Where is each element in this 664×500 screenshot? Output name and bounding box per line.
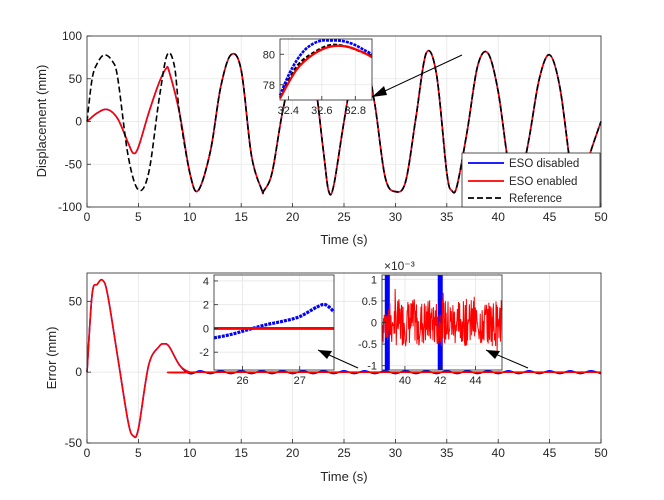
inset-xtick-label: 32.6 xyxy=(311,105,332,117)
displacement-inset: 32.4 32.6 32.8 78 80 xyxy=(263,38,373,117)
displacement-xtick-label: 5 xyxy=(135,210,142,224)
error-ylabel: Error (mm) xyxy=(44,327,59,390)
legend-label-eso-disabled: ESO disabled xyxy=(509,158,579,170)
displacement-xtick-label: 25 xyxy=(337,210,351,224)
displacement-xtick-label: 45 xyxy=(543,210,557,224)
displacement-xtick-label: 30 xyxy=(389,210,403,224)
inset-left-ytick-label: 2 xyxy=(203,300,209,312)
error-series-eso-enabled xyxy=(86,278,601,439)
inset-right-xtick-label: 40 xyxy=(399,375,411,387)
error-x-ticks: 0 5 10 15 20 25 30 35 40 45 50 xyxy=(84,439,608,460)
error-xtick-label: 0 xyxy=(84,446,91,460)
inset-right-ticks: 40 42 44 -1 -0.5 0 0.5 1 xyxy=(358,274,482,387)
series-reference xyxy=(86,49,602,196)
displacement-xtick-label: 35 xyxy=(440,210,454,224)
displacement-xtick-label: 10 xyxy=(183,210,197,224)
displacement-x-ticks: 0 5 10 15 20 25 30 35 40 45 50 xyxy=(84,203,608,224)
displacement-plot: 0 5 10 15 20 25 30 35 40 45 50 -100 -50 0 50 100 Time … xyxy=(34,29,608,247)
error-inset-right: 40 42 44 -1 -0.5 0 0.5 1 ×10⁻³ xyxy=(358,259,503,387)
error-inset-left: 26 27 -2 0 2 4 xyxy=(199,274,336,387)
error-y-ticks: -50 0 50 xyxy=(65,294,91,450)
legend-box xyxy=(461,152,601,208)
inset-right-ytick-label: 0.5 xyxy=(362,296,377,308)
inset-series-eso-enabled xyxy=(279,44,373,100)
displacement-xtick-label: 15 xyxy=(235,210,249,224)
inset-series-eso-disabled xyxy=(278,39,373,96)
error-xtick-label: 20 xyxy=(286,446,300,460)
inset-right-xtick-label: 44 xyxy=(469,375,481,387)
error-xtick-label: 40 xyxy=(492,446,506,460)
inset-xtick-label: 32.4 xyxy=(278,105,299,117)
inset-right-ytick-label: -1 xyxy=(367,361,377,373)
zoom-arrow xyxy=(371,54,463,98)
displacement-ytick-label: -100 xyxy=(58,200,82,214)
inset-ticks: 32.4 32.6 32.8 78 80 xyxy=(263,49,366,117)
legend-label-eso-enabled: ESO enabled xyxy=(509,176,577,188)
inset-right-series xyxy=(381,275,503,370)
inset-right-ytick-label: 0 xyxy=(371,318,377,330)
inset-ytick-label: 80 xyxy=(263,49,275,61)
displacement-xlabel: Time (s) xyxy=(320,232,367,247)
error-ytick-label: 0 xyxy=(75,365,82,379)
legend: ESO disabled ESO enabled Reference xyxy=(461,152,601,208)
inset-left-xtick-label: 27 xyxy=(294,375,306,387)
error-xtick-label: 10 xyxy=(183,446,197,460)
error-ytick-label: 50 xyxy=(69,294,83,308)
inset-ytick-label: 78 xyxy=(263,80,275,92)
inset-left-ticks: 26 27 -2 0 2 4 xyxy=(199,276,306,387)
inset-left-series xyxy=(213,302,336,340)
legend-label-reference: Reference xyxy=(509,193,562,205)
displacement-xtick-label: 50 xyxy=(594,210,608,224)
inset-frame xyxy=(279,38,373,101)
zoom-arrow-head xyxy=(372,86,387,97)
error-xtick-label: 5 xyxy=(135,446,142,460)
error-xtick-label: 15 xyxy=(235,446,249,460)
inset-right-xtick-label: 42 xyxy=(434,375,446,387)
displacement-ytick-label: 100 xyxy=(62,29,82,43)
zoom-arrow-left-head xyxy=(318,350,332,359)
error-series xyxy=(86,278,602,439)
zoom-arrow-right-head xyxy=(486,350,500,359)
inset-left-ytick-label: -2 xyxy=(199,347,209,359)
inset-series xyxy=(278,39,373,100)
inset-left-ytick-label: 4 xyxy=(203,276,209,288)
displacement-xtick-label: 20 xyxy=(286,210,300,224)
displacement-ytick-label: -50 xyxy=(65,157,83,171)
error-xtick-label: 50 xyxy=(594,446,608,460)
inset-left-frame xyxy=(213,274,335,371)
error-ytick-label: -50 xyxy=(65,436,83,450)
inset-left-eso-disabled xyxy=(213,302,336,340)
displacement-ylabel: Displacement (mm) xyxy=(34,65,49,178)
displacement-xtick-label: 40 xyxy=(492,210,506,224)
inset-left-ytick-label: 0 xyxy=(203,323,209,335)
displacement-xtick-label: 0 xyxy=(84,210,91,224)
error-xtick-label: 25 xyxy=(337,446,351,460)
inset-right-ytick-label: -0.5 xyxy=(358,339,377,351)
inset-right-exponent: ×10⁻³ xyxy=(384,259,415,273)
error-xtick-label: 30 xyxy=(389,446,403,460)
inset-right-eso-enabled xyxy=(381,288,503,356)
displacement-ytick-label: 50 xyxy=(69,72,83,86)
inset-xtick-label: 32.8 xyxy=(345,105,366,117)
inset-right-ytick-label: 1 xyxy=(371,274,377,286)
error-xtick-label: 35 xyxy=(440,446,454,460)
error-xtick-label: 45 xyxy=(543,446,557,460)
displacement-y-ticks: -100 -50 0 50 100 xyxy=(58,29,91,214)
inset-left-xtick-label: 26 xyxy=(236,375,248,387)
displacement-ytick-label: 0 xyxy=(75,115,82,129)
error-xlabel: Time (s) xyxy=(320,469,367,484)
